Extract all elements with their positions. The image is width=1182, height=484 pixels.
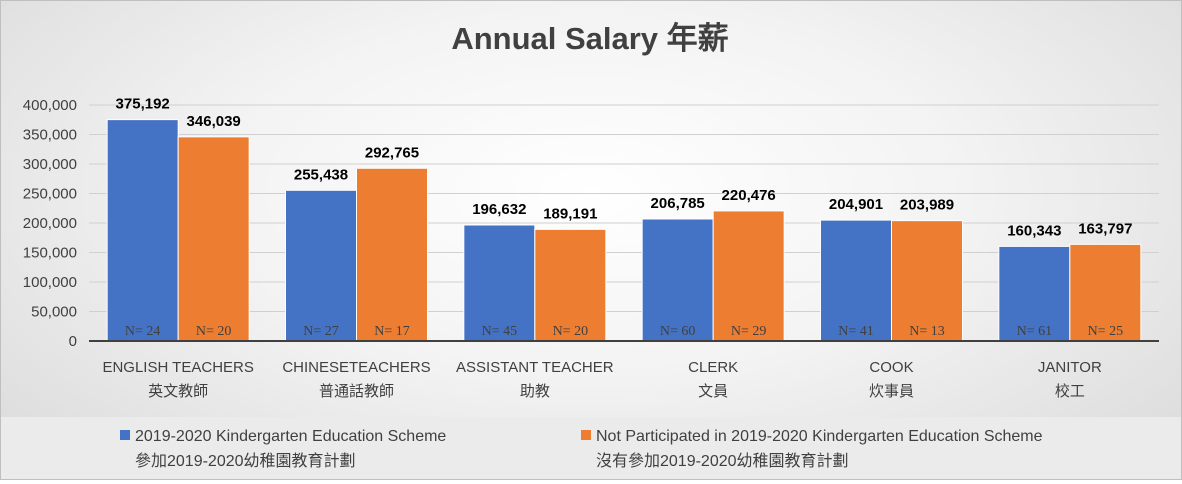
y-tick-label: 0 (69, 333, 77, 350)
x-category-label: ASSISTANT TEACHER (456, 359, 614, 376)
n-count-label: N= 60 (660, 324, 696, 339)
n-count-label: N= 41 (838, 324, 874, 339)
x-category-label-zh: 校工 (1055, 383, 1085, 400)
data-label: 204,901 (829, 196, 883, 213)
legend-background (1, 417, 1181, 479)
gridlines (89, 104, 1159, 312)
x-category-label-zh: 普通話教師 (319, 383, 394, 400)
data-label: 220,476 (722, 187, 776, 204)
n-count-label: N= 45 (482, 324, 518, 339)
x-category-label: COOK (869, 359, 913, 376)
bar-series-2 (534, 228, 607, 342)
data-label: 189,191 (543, 205, 597, 222)
data-label: 196,632 (472, 201, 526, 218)
y-tick-label: 50,000 (31, 304, 77, 321)
y-axis-ticks: 0 50,000 100,000 150,000 200,000 250,000 300,0… (23, 97, 77, 350)
bar-series-1 (106, 119, 179, 342)
bar-series-2 (356, 167, 428, 342)
legend-swatch-series-2 (581, 430, 591, 440)
bar-series-1 (820, 219, 892, 342)
x-category-label-zh: 英文教師 (148, 382, 208, 400)
x-category-label-zh: 文員 (698, 383, 728, 400)
x-category-label-zh: 炊事員 (869, 383, 914, 400)
x-category-label: ENGLISH TEACHERS (102, 359, 253, 376)
x-category-label: CHINESETEACHERS (282, 359, 430, 376)
data-label: 206,785 (651, 195, 705, 212)
bar-series-1 (285, 189, 357, 342)
n-count-label: N= 27 (303, 324, 339, 339)
legend-label-series-1: 2019-2020 Kindergarten Education Scheme (135, 428, 446, 445)
data-label: 292,765 (365, 144, 419, 161)
n-count-label: N= 29 (731, 324, 767, 339)
legend-label-series-2-zh: 沒有參加2019-2020幼稚園教育計劃 (596, 452, 849, 470)
legend-label-series-1-zh: 參加2019-2020幼稚園教育計劃 (135, 452, 356, 470)
y-tick-label: 350,000 (23, 127, 77, 144)
data-label: 375,192 (116, 96, 170, 113)
x-category-label-zh: 助教 (520, 383, 550, 400)
legend-swatch-series-1 (120, 430, 130, 440)
n-count-label: N= 13 (909, 324, 945, 339)
data-label: 160,343 (1007, 222, 1061, 239)
data-label: 255,438 (294, 166, 348, 183)
data-labels: 375,192 N= 24 346,039 N= 20 255,438 N= 27 292,… (116, 96, 1133, 339)
chart-title: Annual Salary 年薪 (451, 21, 728, 56)
x-axis-categories: ENGLISH TEACHERS 英文教師 CHINESETEACHERS 普通話教師… (102, 359, 1101, 400)
n-count-label: N= 24 (125, 324, 161, 339)
y-tick-label: 250,000 (23, 186, 77, 203)
bar-series-2 (177, 136, 250, 342)
y-tick-label: 400,000 (23, 97, 77, 114)
bar-series-2 (712, 210, 785, 342)
bars (106, 119, 1142, 342)
bar-series-1 (463, 224, 536, 342)
data-label: 163,797 (1078, 220, 1132, 237)
data-label: 346,039 (187, 113, 241, 130)
legend-label-series-2: Not Participated in 2019-2020 Kindergart… (596, 428, 1043, 445)
y-tick-label: 150,000 (23, 245, 77, 262)
bar-series-2 (1069, 243, 1142, 342)
x-category-label: JANITOR (1038, 359, 1102, 376)
bar-series-1 (641, 218, 714, 342)
data-label: 203,989 (900, 197, 954, 214)
y-tick-label: 200,000 (23, 215, 77, 232)
n-count-label: N= 61 (1017, 324, 1053, 339)
bar-series-2 (891, 220, 963, 342)
n-count-label: N= 20 (553, 324, 589, 339)
legend: 2019-2020 Kindergarten Education Scheme … (1, 417, 1181, 479)
x-category-label: CLERK (688, 359, 738, 376)
n-count-label: N= 17 (374, 324, 410, 339)
y-tick-label: 300,000 (23, 156, 77, 173)
y-tick-label: 100,000 (23, 274, 77, 291)
n-count-label: N= 25 (1088, 324, 1124, 339)
n-count-label: N= 20 (196, 324, 232, 339)
